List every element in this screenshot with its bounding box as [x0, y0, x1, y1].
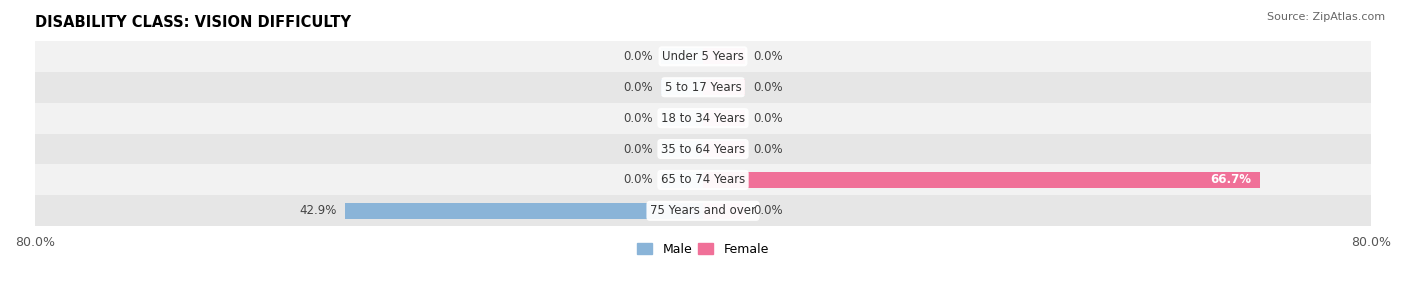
- Text: 75 Years and over: 75 Years and over: [650, 204, 756, 217]
- Bar: [661, 141, 703, 157]
- Text: 42.9%: 42.9%: [299, 204, 336, 217]
- Bar: [703, 172, 1260, 188]
- Text: Under 5 Years: Under 5 Years: [662, 50, 744, 63]
- Text: 18 to 34 Years: 18 to 34 Years: [661, 112, 745, 125]
- Text: 0.0%: 0.0%: [754, 81, 783, 94]
- Bar: [661, 79, 703, 95]
- Bar: [703, 110, 745, 126]
- Bar: [35, 41, 1371, 72]
- Text: DISABILITY CLASS: VISION DIFFICULTY: DISABILITY CLASS: VISION DIFFICULTY: [35, 15, 352, 30]
- Text: 66.7%: 66.7%: [1211, 174, 1251, 186]
- Bar: [344, 203, 703, 219]
- Text: 0.0%: 0.0%: [623, 81, 652, 94]
- Legend: Male, Female: Male, Female: [633, 238, 773, 261]
- Text: 0.0%: 0.0%: [754, 142, 783, 156]
- Text: 0.0%: 0.0%: [623, 112, 652, 125]
- Bar: [35, 134, 1371, 164]
- Text: 0.0%: 0.0%: [754, 112, 783, 125]
- Bar: [35, 196, 1371, 226]
- Text: 35 to 64 Years: 35 to 64 Years: [661, 142, 745, 156]
- Text: 0.0%: 0.0%: [754, 50, 783, 63]
- Bar: [703, 48, 745, 64]
- Bar: [703, 141, 745, 157]
- Bar: [35, 103, 1371, 134]
- Text: Source: ZipAtlas.com: Source: ZipAtlas.com: [1267, 12, 1385, 22]
- Bar: [35, 164, 1371, 196]
- Bar: [661, 110, 703, 126]
- Text: 0.0%: 0.0%: [623, 50, 652, 63]
- Bar: [661, 48, 703, 64]
- Text: 0.0%: 0.0%: [623, 174, 652, 186]
- Bar: [35, 72, 1371, 103]
- Text: 65 to 74 Years: 65 to 74 Years: [661, 174, 745, 186]
- Text: 0.0%: 0.0%: [754, 204, 783, 217]
- Bar: [703, 79, 745, 95]
- Bar: [703, 203, 745, 219]
- Text: 0.0%: 0.0%: [623, 142, 652, 156]
- Bar: [661, 172, 703, 188]
- Text: 5 to 17 Years: 5 to 17 Years: [665, 81, 741, 94]
